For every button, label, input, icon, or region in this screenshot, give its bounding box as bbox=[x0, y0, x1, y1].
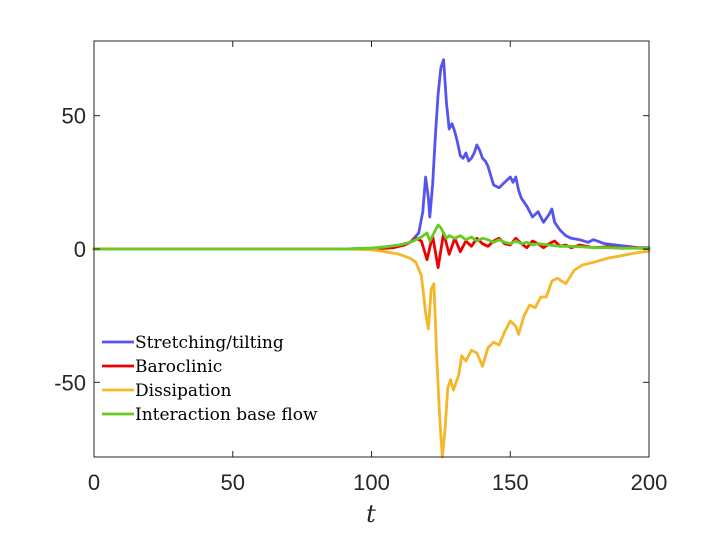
x-tick-label-2: 100 bbox=[353, 470, 390, 495]
y-tick-label-1: 0 bbox=[74, 237, 86, 262]
legend-label-3: Interaction base flow bbox=[135, 405, 318, 425]
series-line-2 bbox=[92, 247, 651, 459]
legend: Stretching/tilting Baroclinic Dissipation I… bbox=[102, 333, 318, 425]
x-tick-label-0: 0 bbox=[88, 470, 100, 495]
tick-layer: 0 50 100 150 200 50 0 -50 bbox=[54, 41, 667, 495]
series-layer bbox=[92, 58, 651, 459]
y-tick-label-0: 50 bbox=[62, 104, 86, 129]
series-line-3 bbox=[92, 223, 651, 251]
x-axis-label: t bbox=[366, 500, 376, 528]
y-tick-label-2: -50 bbox=[54, 370, 86, 395]
legend-label-2: Dissipation bbox=[135, 381, 231, 401]
legend-label-0: Stretching/tilting bbox=[135, 333, 284, 353]
x-tick-label-3: 150 bbox=[492, 470, 529, 495]
x-tick-label-1: 50 bbox=[221, 470, 245, 495]
series-line-0 bbox=[92, 58, 651, 251]
legend-label-1: Baroclinic bbox=[135, 357, 222, 377]
x-tick-label-4: 200 bbox=[631, 470, 668, 495]
